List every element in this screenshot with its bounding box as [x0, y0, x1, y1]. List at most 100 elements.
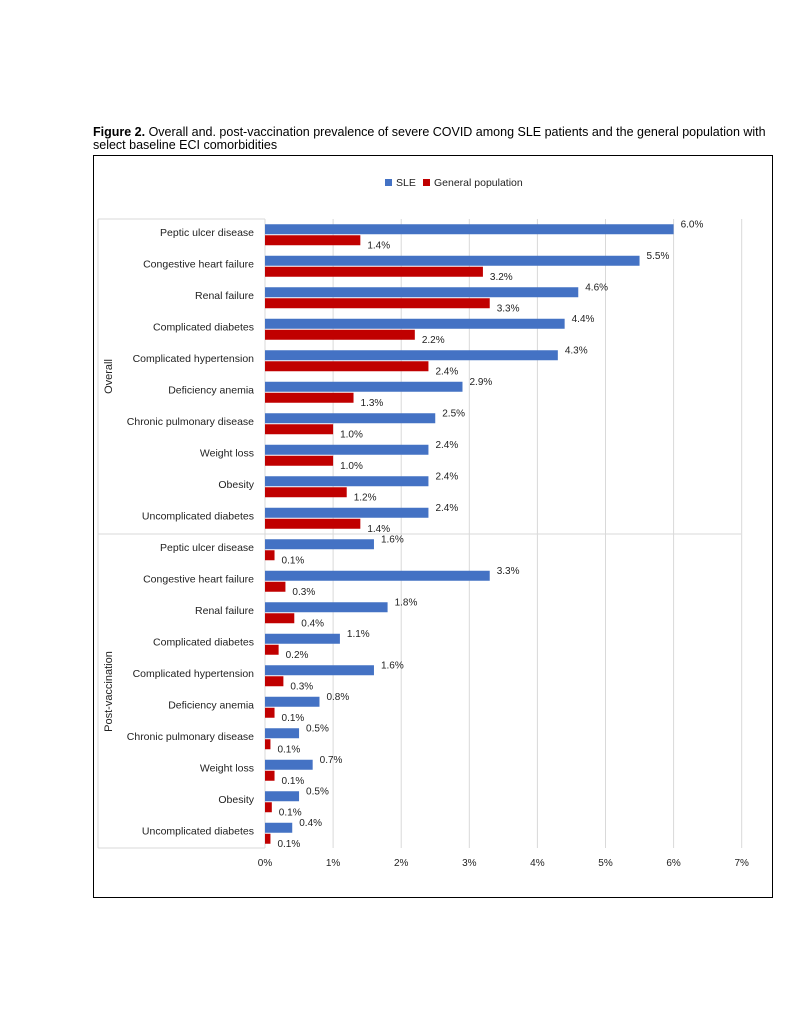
bar-general	[265, 361, 429, 372]
figure-caption: Figure 2. Overall and. post-vaccination …	[93, 126, 773, 152]
category-label: Peptic ulcer disease	[160, 542, 254, 554]
bar-general	[265, 235, 361, 246]
bar-general	[265, 770, 275, 781]
data-label-sle: 4.3%	[565, 345, 588, 356]
data-label-general: 1.3%	[361, 398, 384, 409]
bar-general	[265, 455, 334, 466]
bar-general	[265, 424, 334, 435]
data-label-sle: 1.1%	[347, 629, 370, 640]
bar-sle	[265, 696, 320, 707]
bar-sle	[265, 444, 429, 455]
x-tick-label: 2%	[394, 858, 409, 869]
data-label-general: 3.3%	[497, 303, 520, 314]
bar-sle	[265, 476, 429, 487]
data-label-general: 0.1%	[277, 744, 300, 755]
data-label-sle: 4.6%	[585, 282, 608, 293]
bar-general	[265, 298, 490, 309]
bar-general	[265, 613, 295, 624]
category-label: Complicated hypertension	[133, 668, 255, 680]
category-label: Complicated diabetes	[153, 321, 254, 333]
data-label-sle: 0.5%	[306, 723, 329, 734]
x-tick-label: 5%	[598, 858, 613, 869]
data-label-general: 0.1%	[279, 807, 302, 818]
bar-sle	[265, 791, 300, 802]
bar-sle	[265, 255, 640, 266]
bar-general	[265, 802, 272, 813]
category-label: Weight loss	[200, 447, 254, 459]
data-label-sle: 4.4%	[572, 314, 595, 325]
category-label: Obesity	[218, 794, 254, 806]
legend-swatch-sle	[385, 179, 392, 186]
data-label-sle: 1.6%	[381, 660, 404, 671]
bar-general	[265, 739, 271, 750]
data-label-general: 2.2%	[422, 335, 445, 346]
data-label-general: 3.2%	[490, 272, 513, 283]
data-label-sle: 2.4%	[435, 503, 458, 514]
bar-general	[265, 550, 275, 561]
group-label-1: Post-vaccination	[103, 651, 115, 732]
bar-sle	[265, 822, 293, 833]
category-label: Deficiency anemia	[168, 384, 254, 396]
bar-sle	[265, 570, 490, 581]
data-label-sle: 2.5%	[442, 408, 465, 419]
data-label-sle: 2.9%	[469, 377, 492, 388]
bar-sle	[265, 539, 374, 550]
group-label-0: Overall	[103, 359, 115, 394]
bar-general	[265, 707, 275, 718]
bar-general	[265, 833, 271, 844]
category-label: Chronic pulmonary disease	[127, 731, 254, 743]
bar-sle	[265, 507, 429, 518]
bar-general	[265, 392, 354, 403]
figure-label: Figure 2.	[93, 125, 146, 139]
data-label-general: 1.0%	[340, 429, 363, 440]
data-label-sle: 0.8%	[326, 692, 349, 703]
legend-swatch-general	[423, 179, 430, 186]
x-tick-label: 3%	[462, 858, 477, 869]
bar-general	[265, 676, 284, 687]
data-label-sle: 2.4%	[435, 471, 458, 482]
data-label-general: 2.4%	[435, 366, 458, 377]
data-label-general: 0.1%	[282, 713, 305, 724]
chart-frame	[93, 155, 773, 898]
category-label: Uncomplicated diabetes	[142, 825, 254, 837]
category-label: Renal failure	[195, 605, 254, 617]
x-tick-label: 1%	[326, 858, 341, 869]
data-label-general: 1.2%	[354, 492, 377, 503]
bar-sle	[265, 287, 579, 298]
category-label: Complicated hypertension	[133, 353, 255, 365]
figure-caption-text: Overall and. post-vaccination prevalence…	[93, 125, 766, 152]
bar-sle	[265, 350, 558, 361]
bar-general	[265, 487, 347, 498]
bar-sle	[265, 413, 436, 424]
data-label-general: 0.3%	[292, 587, 315, 598]
bar-general	[265, 329, 415, 340]
category-label: Peptic ulcer disease	[160, 227, 254, 239]
bar-general	[265, 266, 483, 277]
bar-sle	[265, 318, 565, 329]
data-label-sle: 2.4%	[435, 440, 458, 451]
category-label: Obesity	[218, 479, 254, 491]
x-tick-label: 7%	[734, 858, 749, 869]
data-label-sle: 1.6%	[381, 534, 404, 545]
bar-sle	[265, 665, 374, 676]
category-label: Deficiency anemia	[168, 699, 254, 711]
data-label-sle: 5.5%	[647, 251, 670, 262]
data-label-sle: 1.8%	[395, 597, 418, 608]
data-label-general: 0.4%	[301, 618, 324, 629]
data-label-general: 1.0%	[340, 461, 363, 472]
bar-sle	[265, 602, 388, 613]
bar-sle	[265, 759, 313, 770]
data-label-sle: 0.7%	[320, 755, 343, 766]
category-label: Renal failure	[195, 290, 254, 302]
category-label: Congestive heart failure	[143, 258, 254, 270]
category-label: Congestive heart failure	[143, 573, 254, 585]
data-label-general: 1.4%	[367, 240, 390, 251]
data-label-sle: 0.5%	[306, 786, 329, 797]
data-label-sle: 6.0%	[681, 219, 704, 230]
legend-label-sle: SLE	[396, 177, 416, 189]
data-label-general: 0.1%	[282, 776, 305, 787]
bar-sle	[265, 728, 300, 739]
bar-sle	[265, 381, 463, 392]
category-label: Uncomplicated diabetes	[142, 510, 254, 522]
